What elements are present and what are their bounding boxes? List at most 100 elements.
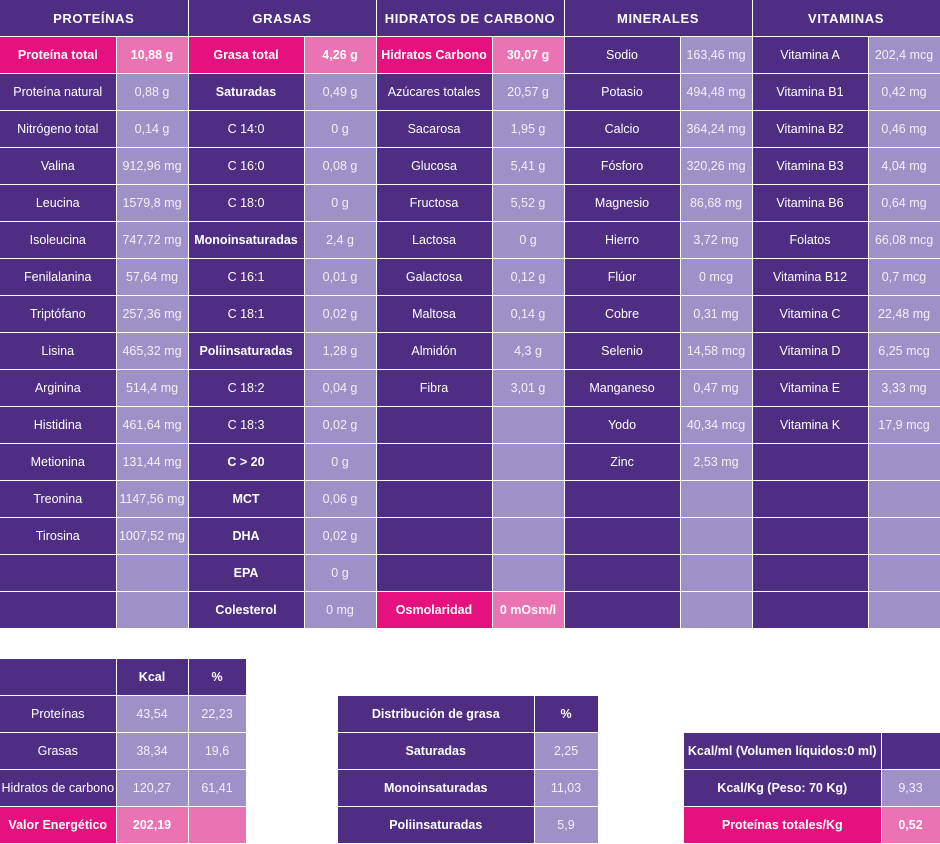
- mineral-name-cell: Manganeso: [564, 369, 681, 407]
- carb-name-cell: [376, 480, 493, 518]
- vitamin-name-cell: Folatos: [752, 221, 869, 259]
- header-vitamins: VITAMINAS: [752, 0, 940, 37]
- vitamin-name-cell: Vitamina C: [752, 295, 869, 333]
- energy-row-pct: 22,23: [188, 695, 247, 733]
- mineral-name-cell: Calcio: [564, 110, 681, 148]
- ratio-label: Kcal/ml (Volumen líquidos:0 ml): [684, 733, 882, 770]
- fat-value-cell: 0 g: [304, 184, 377, 222]
- nutrient-table: PROTEÍNAS GRASAS HIDRATOS DE CARBONO MIN…: [0, 0, 940, 629]
- carb-name-cell: Fructosa: [376, 184, 493, 222]
- protein-name-cell: Fenilalanina: [0, 258, 117, 296]
- fat-name-cell: Saturadas: [188, 73, 305, 111]
- carb-value-cell: [492, 443, 565, 481]
- carb-value-cell: [492, 517, 565, 555]
- protein-name-cell: Treonina: [0, 480, 117, 518]
- protein-value-cell: [116, 591, 189, 629]
- fat-title: Distribución de grasa: [338, 696, 535, 733]
- mineral-name-cell: Fósforo: [564, 147, 681, 185]
- mineral-value-cell: 0,47 mg: [680, 369, 753, 407]
- fat-row-label: Monoinsaturadas: [338, 769, 535, 807]
- vitamin-name-cell: Vitamina B3: [752, 147, 869, 185]
- protein-name-cell: Lisina: [0, 332, 117, 370]
- nutrient-row: EPA 0 g: [0, 554, 940, 592]
- carb-name-cell: Fibra: [376, 369, 493, 407]
- fat-name-cell: C 18:3: [188, 406, 305, 444]
- nutrient-row: Treonina 1147,56 mg MCT 0,06 g: [0, 480, 940, 518]
- fat-name-cell: DHA: [188, 517, 305, 555]
- energy-row-kcal: 38,34: [116, 732, 189, 770]
- fat-value-cell: 1,28 g: [304, 332, 377, 370]
- vitamin-value-cell: 0,64 mg: [868, 184, 940, 222]
- mineral-value-cell: 86,68 mg: [680, 184, 753, 222]
- mineral-value-cell: 2,53 mg: [680, 443, 753, 481]
- fat-name-cell: C 16:0: [188, 147, 305, 185]
- vitamin-name-cell: [752, 554, 869, 592]
- energy-row-pct: 19,6: [188, 732, 247, 770]
- protein-value-cell: 0,88 g: [116, 73, 189, 111]
- carb-value-cell: 30,07 g: [492, 36, 565, 74]
- fat-row: Saturadas 2,25: [338, 732, 599, 770]
- carb-value-cell: 3,01 g: [492, 369, 565, 407]
- protein-value-cell: 131,44 mg: [116, 443, 189, 481]
- nutrient-row: Histidina 461,64 mg C 18:3 0,02 g Yodo 40,34 …: [0, 406, 940, 444]
- ratio-value: 0,52: [881, 806, 940, 844]
- ratio-row: Kcal/Kg (Peso: 70 Kg) 9,33: [684, 769, 940, 807]
- energy-row: Proteínas 43,54 22,23: [0, 695, 247, 733]
- energy-row: Hidratos de carbono 120,27 61,41: [0, 769, 247, 807]
- vitamin-value-cell: 17,9 mcg: [868, 406, 940, 444]
- mineral-name-cell: [564, 591, 681, 629]
- fat-row-label: Poliinsaturadas: [338, 806, 535, 844]
- energy-col-pct: %: [188, 659, 247, 696]
- mineral-name-cell: Hierro: [564, 221, 681, 259]
- fat-value-cell: 0,06 g: [304, 480, 377, 518]
- fat-col-pct: %: [534, 696, 599, 733]
- fat-value-cell: 0,02 g: [304, 517, 377, 555]
- protein-value-cell: 1007,52 mg: [116, 517, 189, 555]
- carb-name-cell: [376, 517, 493, 555]
- carb-name-cell: Galactosa: [376, 258, 493, 296]
- fat-row: Poliinsaturadas 5,9: [338, 806, 599, 844]
- carb-name-cell: Almidón: [376, 332, 493, 370]
- fat-value-cell: 0 mg: [304, 591, 377, 629]
- mineral-value-cell: 494,48 mg: [680, 73, 753, 111]
- energy-row-kcal: 43,54: [116, 695, 189, 733]
- fat-row-label: Saturadas: [338, 732, 535, 770]
- protein-name-cell: Triptófano: [0, 295, 117, 333]
- nutrient-row: Triptófano 257,36 mg C 18:1 0,02 g Maltosa 0,…: [0, 295, 940, 333]
- vitamin-name-cell: [752, 591, 869, 629]
- carb-name-cell: [376, 554, 493, 592]
- energy-header-row: Kcal %: [0, 659, 247, 696]
- protein-value-cell: 514,4 mg: [116, 369, 189, 407]
- mineral-value-cell: 14,58 mcg: [680, 332, 753, 370]
- fat-value-cell: 0,02 g: [304, 406, 377, 444]
- nutrient-row: Lisina 465,32 mg Poliinsaturadas 1,28 g Almi…: [0, 332, 940, 370]
- vitamin-name-cell: Vitamina B12: [752, 258, 869, 296]
- carb-value-cell: 4,3 g: [492, 332, 565, 370]
- energy-table: Kcal % Proteínas 43,54 22,23 Grasas 38,3…: [0, 659, 247, 844]
- header-minerals: MINERALES: [564, 0, 753, 37]
- vitamin-value-cell: [868, 480, 940, 518]
- nutrient-row: Proteína natural 0,88 g Saturadas 0,49 g Azú…: [0, 73, 940, 111]
- vitamin-name-cell: Vitamina B6: [752, 184, 869, 222]
- vitamin-value-cell: [868, 591, 940, 629]
- header-fats: GRASAS: [188, 0, 377, 37]
- energy-row-label: Proteínas: [0, 695, 117, 733]
- protein-value-cell: 0,14 g: [116, 110, 189, 148]
- energy-row-label: Grasas: [0, 732, 117, 770]
- vitamin-value-cell: 0,42 mg: [868, 73, 940, 111]
- protein-name-cell: Leucina: [0, 184, 117, 222]
- fat-name-cell: MCT: [188, 480, 305, 518]
- vitamin-name-cell: Vitamina K: [752, 406, 869, 444]
- protein-name-cell: Valina: [0, 147, 117, 185]
- mineral-value-cell: 3,72 mg: [680, 221, 753, 259]
- fat-distribution-table: Distribución de grasa % Saturadas 2,25 M…: [338, 696, 599, 844]
- mineral-name-cell: [564, 554, 681, 592]
- header-carbs: HIDRATOS DE CARBONO: [376, 0, 565, 37]
- carb-name-cell: Glucosa: [376, 147, 493, 185]
- carb-value-cell: 5,41 g: [492, 147, 565, 185]
- nutrient-row: Proteína total 10,88 g Grasa total 4,26 g Hi…: [0, 36, 940, 74]
- nutrient-row: Valina 912,96 mg C 16:0 0,08 g Glucosa 5,41 g…: [0, 147, 940, 185]
- protein-value-cell: 465,32 mg: [116, 332, 189, 370]
